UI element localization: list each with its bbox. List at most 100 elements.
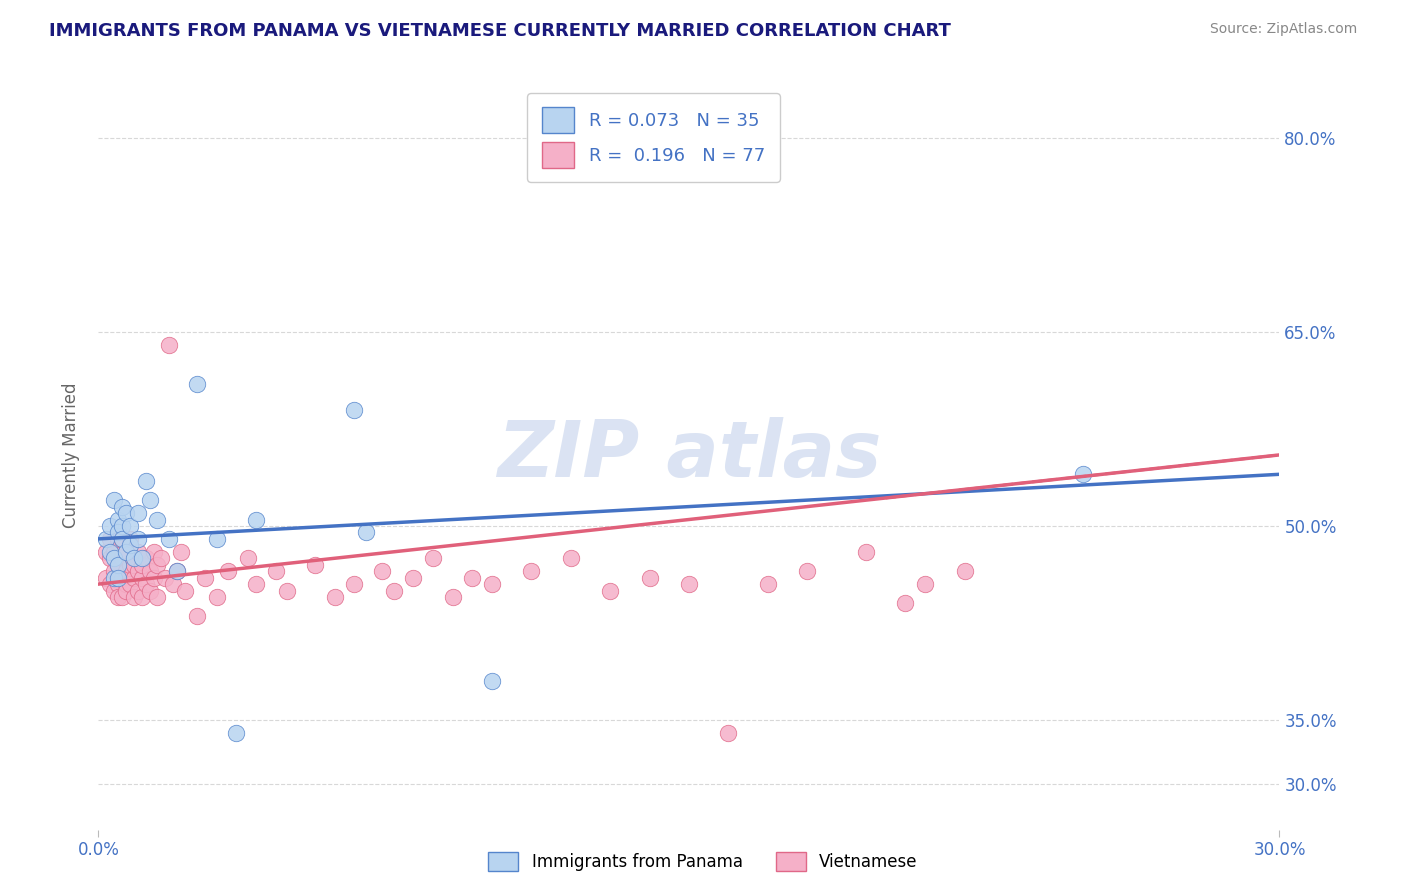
Point [118,532,141,546]
Point [127,532,149,546]
Point [96,545,118,559]
Point [135,551,157,566]
Point [599,583,621,598]
Point [194,571,217,585]
Point [304,558,326,572]
Point [756,577,779,591]
Point [217,564,239,578]
Point [245,512,267,526]
Point [135,474,157,488]
Point [115,545,138,559]
Point [96,532,118,546]
Point [107,512,129,526]
Point [225,725,247,739]
Point [131,590,153,604]
Point [245,577,267,591]
Point [638,571,661,585]
Point [894,597,917,611]
Point [98,519,121,533]
Point [115,564,138,578]
Text: IMMIGRANTS FROM PANAMA VS VIETNAMESE CURRENTLY MARRIED CORRELATION CHART: IMMIGRANTS FROM PANAMA VS VIETNAMESE CUR… [49,22,950,40]
Point [166,564,188,578]
Y-axis label: Currently Married: Currently Married [62,382,80,528]
Point [354,525,377,540]
Point [441,590,464,604]
Point [111,519,134,533]
Point [115,545,138,559]
Point [382,583,405,598]
Point [150,551,173,566]
Point [186,376,208,391]
Point [343,402,366,417]
Text: ZIP atlas: ZIP atlas [496,417,882,493]
Point [166,564,188,578]
Point [111,500,134,514]
Point [96,571,118,585]
Point [103,493,125,508]
Point [118,577,141,591]
Point [118,558,141,572]
Point [205,590,228,604]
Point [1071,467,1094,482]
Point [131,558,153,572]
Point [103,571,125,585]
Point [135,577,157,591]
Point [111,551,134,566]
Point [107,577,129,591]
Point [122,558,145,572]
Point [118,519,141,533]
Point [186,609,208,624]
Point [111,532,134,546]
Point [953,564,976,578]
Point [855,545,877,559]
Point [481,673,503,688]
Point [914,577,936,591]
Point [122,551,145,566]
Point [155,571,177,585]
Point [205,532,228,546]
Point [138,493,160,508]
Point [98,577,121,591]
Point [98,545,121,559]
Point [461,571,484,585]
Point [174,583,197,598]
Point [560,551,582,566]
Point [115,577,138,591]
Point [111,532,134,546]
Legend: R = 0.073   N = 35, R =  0.196   N = 77: R = 0.073 N = 35, R = 0.196 N = 77 [527,93,779,182]
Point [118,538,141,552]
Point [107,558,129,572]
Point [138,564,160,578]
Point [138,583,160,598]
Point [146,590,169,604]
Point [678,577,700,591]
Point [115,506,138,520]
Point [103,545,125,559]
Point [103,564,125,578]
Point [127,583,149,598]
Point [111,571,134,585]
Point [111,590,134,604]
Point [98,551,121,566]
Point [162,577,184,591]
Point [343,577,366,591]
Point [157,338,180,352]
Point [264,564,287,578]
Point [146,558,169,572]
Point [481,577,503,591]
Point [127,564,149,578]
Point [157,532,180,546]
Point [236,551,259,566]
Point [122,571,145,585]
Point [107,525,129,540]
Point [146,512,169,526]
Point [103,583,125,598]
Point [276,583,298,598]
Point [122,590,145,604]
Point [402,571,425,585]
Point [142,545,165,559]
Point [127,506,149,520]
Point [371,564,394,578]
Point [520,564,543,578]
Point [323,590,346,604]
